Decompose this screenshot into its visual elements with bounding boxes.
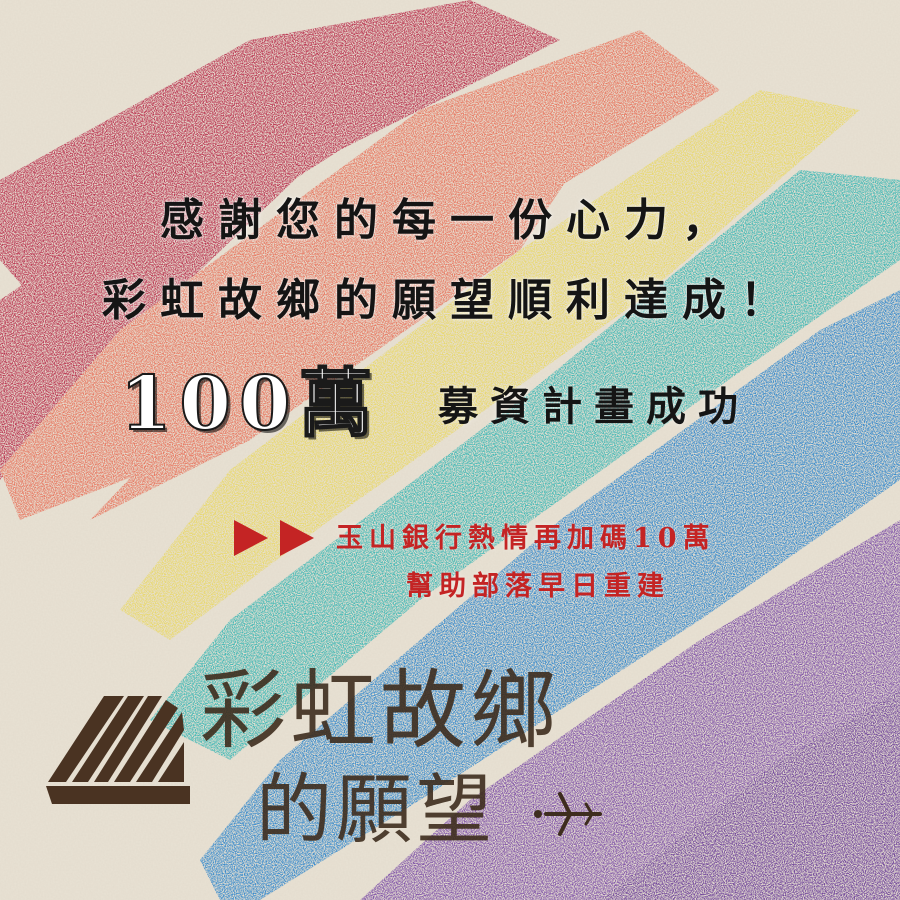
bonus-purpose-text: 幫助部落早日重建	[406, 571, 670, 602]
brand-name-line2: 的願望	[256, 765, 496, 854]
brand-name-line1: 彩虹故鄉	[200, 661, 560, 761]
bonus-announcement: 玉山銀行熱情再加碼10萬 幫助部落早日重建	[230, 512, 830, 612]
headline-thanks: 感謝您的每一份心力，	[160, 195, 740, 246]
goal-row: 100萬 募資計畫成功	[119, 344, 820, 448]
double-play-arrow-icon	[234, 520, 314, 556]
airplane-icon	[534, 792, 602, 836]
brand-logotype: 彩虹故鄉 的願望	[200, 640, 720, 870]
goal-amount: 100萬	[119, 360, 381, 448]
goal-success-label: 募資計畫成功	[438, 383, 750, 430]
headline-wish-achieved: 彩虹故鄉的願望順利達成！	[102, 275, 798, 326]
bonus-sponsor-text: 玉山銀行熱情再加碼10萬	[336, 523, 716, 554]
house-roof-logo-icon	[46, 696, 190, 804]
